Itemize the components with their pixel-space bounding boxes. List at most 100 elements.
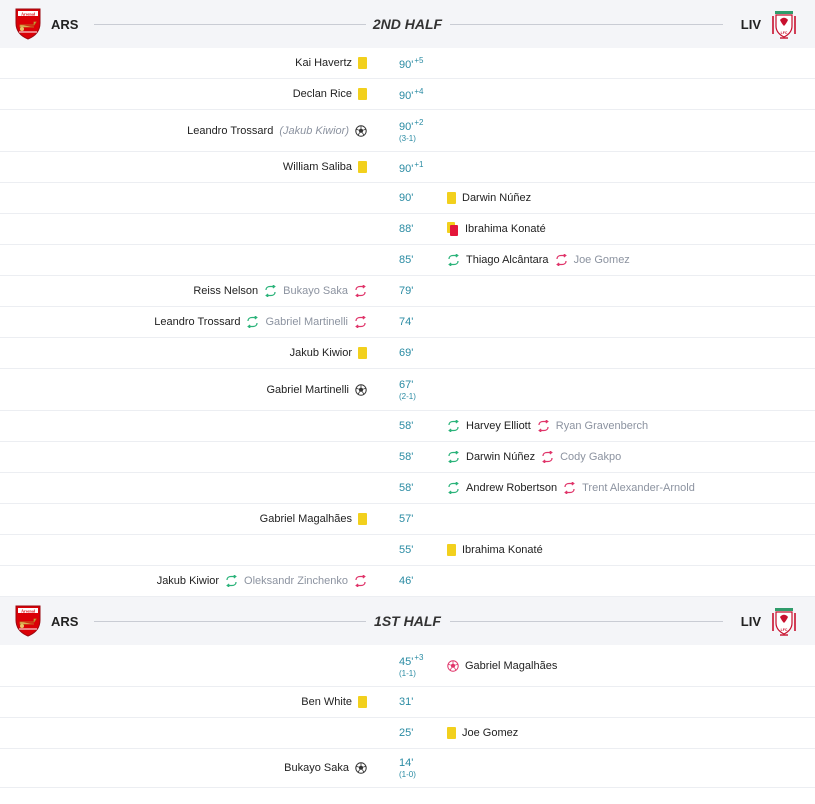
player-name[interactable]: Jakub Kiwior [289,347,352,359]
minute-value: 90' [399,162,414,175]
event-minute: 45'+3 (1-1) [399,645,423,686]
home-event: Reiss Nelson Bukayo Saka [193,276,367,306]
added-time: +5 [414,55,424,65]
home-event: Jakub Kiwior [290,338,367,368]
minute-value: 45' [399,656,414,668]
added-time: +3 [414,653,424,662]
player-name[interactable]: Gabriel Magalhães [259,513,352,525]
timeline-event-row: 58' Darwin Núñez Cody Gakpo [0,442,815,473]
event-minute: 90' [399,183,413,213]
home-team[interactable]: Arsenal ARS [15,0,78,48]
minute-label: 58' [399,420,413,432]
player-name[interactable]: Darwin Núñez [462,192,532,204]
player-name[interactable]: Ibrahima Konaté [462,544,543,556]
away-team-abbr: LIV [740,16,761,32]
minute-value: 57' [399,513,414,525]
player-out[interactable]: Oleksandr Zinchenko [244,575,348,587]
yellow-card-icon [358,88,367,100]
added-time: +4 [414,86,424,96]
home-event: Gabriel Martinelli [266,369,367,410]
sub-in-icon [246,316,259,328]
timeline-event-row: 90' Darwin Núñez [0,183,815,214]
player-out[interactable]: Cody Gakpo [560,451,622,463]
player-out[interactable]: Gabriel Martinelli [265,316,348,328]
player-name[interactable]: Leandro Trossard [187,124,274,137]
minute-label: 69' [399,347,413,359]
yellow-card-icon [447,192,456,204]
minute-label: 90'+5 [399,56,423,71]
timeline-event-row: 79' Reiss Nelson Bukayo Saka [0,276,815,307]
yellow-card-icon [358,57,367,69]
divider [450,24,723,25]
minute-value: 58' [399,482,414,494]
player-in[interactable]: Leandro Trossard [154,316,241,328]
player-name[interactable]: Kai Havertz [295,57,352,69]
player-in[interactable]: Thiago Alcântara [466,254,549,266]
minute-value: 88' [399,223,414,235]
player-out[interactable]: Ryan Gravenberch [555,420,649,432]
yellow-card-icon [358,513,367,525]
assist-player[interactable]: (Jakub Kiwior) [279,124,349,137]
player-out[interactable]: Trent Alexander-Arnold [582,482,695,494]
event-minute: 74' [399,307,413,337]
minute-value: 31' [399,696,414,708]
sub-in-icon [447,482,460,494]
sub-out-icon [354,285,367,297]
timeline-event-row: 55' Ibrahima Konaté [0,535,815,566]
goal-ball-icon [355,762,367,774]
yellow-card-icon [358,696,367,708]
player-name[interactable]: Gabriel Martinelli [266,383,349,396]
minute-label: 90'+2 [399,118,423,133]
timeline-event-row: 45'+3 (1-1) Gabriel Magalhães [0,645,815,687]
player-name[interactable]: Gabriel Magalhães [465,659,558,672]
minute-label: 67' [399,379,416,391]
player-name[interactable]: Declan Rice [292,88,352,100]
player-name[interactable]: Ibrahima Konaté [465,223,546,235]
timeline-event-row: 67' (2-1) Gabriel Martinelli [0,369,815,411]
away-team[interactable]: LIV LFC [741,597,797,645]
sub-in-icon [447,254,460,266]
minute-value: 58' [399,451,414,463]
arsenal-crest-icon: Arsenal [15,8,41,40]
score-after-goal: (3-1) [399,134,416,143]
event-minute: 57' [399,504,413,534]
player-in[interactable]: Reiss Nelson [193,285,259,297]
player-out[interactable]: Bukayo Saka [283,285,348,297]
away-event: Ibrahima Konaté [447,214,546,244]
minute-value: 55' [399,544,414,556]
away-team[interactable]: LIV LFC [741,0,797,48]
player-name[interactable]: William Saliba [282,161,352,173]
player-in[interactable]: Jakub Kiwior [156,575,220,587]
svg-text:Arsenal: Arsenal [21,11,36,16]
timeline-event-row: 90'+5 Kai Havertz [0,48,815,79]
player-out[interactable]: Joe Gomez [573,254,630,266]
minute-value: 69' [399,347,414,359]
minute-label: 45'+3 [399,653,423,668]
away-event: Darwin Núñez Cody Gakpo [447,442,621,472]
event-minute: 88' [399,214,413,244]
player-in[interactable]: Harvey Elliott [466,420,531,432]
own-goal-ball-icon [447,659,459,672]
added-time: +1 [414,159,424,169]
first-half-header: Arsenal ARS 1ST HALF LIV LFC [0,597,815,645]
sub-in-icon [225,575,238,587]
liverpool-crest-icon: LFC [771,8,797,40]
svg-text:LFC: LFC [781,31,788,35]
event-minute: 90'+5 [399,48,423,78]
player-in[interactable]: Darwin Núñez [466,451,536,463]
yellow-card-icon [447,727,456,739]
minute-label: 46' [399,575,413,587]
event-minute: 69' [399,338,413,368]
event-minute: 55' [399,535,413,565]
home-team[interactable]: Arsenal ARS [15,597,78,645]
minute-value: 25' [399,727,414,739]
player-name[interactable]: Ben White [301,696,352,708]
player-name[interactable]: Joe Gomez [462,727,519,739]
timeline-event-row: 57' Gabriel Magalhães [0,504,815,535]
player-name[interactable]: Bukayo Saka [284,762,349,774]
event-minute: 58' [399,411,413,441]
event-minute: 31' [399,687,413,717]
away-event: Joe Gomez [447,718,518,748]
player-in[interactable]: Andrew Robertson [466,482,558,494]
timeline-event-row: 14' (1-0) Bukayo Saka [0,749,815,788]
